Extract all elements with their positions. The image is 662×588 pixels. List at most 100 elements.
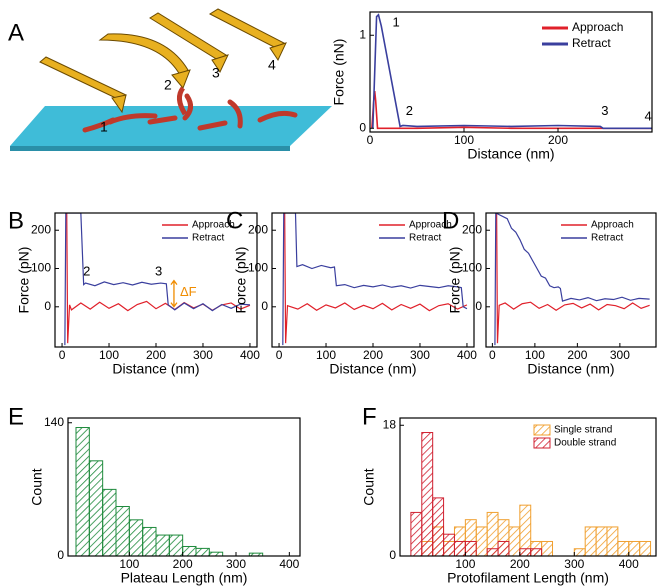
plot: [282, 213, 468, 346]
plot: [371, 13, 652, 130]
x-tick-label: 300: [193, 348, 213, 362]
x-tick-label: 300: [610, 348, 630, 362]
histogram-bar: [208, 551, 224, 556]
x-axis-label: Distance (nm): [329, 361, 416, 377]
histogram-bar: [453, 540, 466, 556]
histogram-bar: [584, 526, 597, 556]
tip-label: 4: [268, 57, 276, 73]
y-tick-label: 0: [389, 548, 396, 562]
delta-arrow: [170, 279, 178, 308]
x-tick-label: 200: [567, 348, 587, 362]
legend-label: Approach: [572, 20, 623, 34]
legend-label: Approach: [409, 220, 452, 231]
tip-label: 2: [164, 77, 172, 93]
panel-label: C: [226, 207, 243, 234]
x-tick-label: 100: [99, 348, 119, 362]
y-tick-label: 0: [261, 299, 268, 313]
x-tick-label: 200: [173, 557, 193, 571]
x-tick-label: 100: [454, 133, 474, 147]
y-axis-label: Count: [361, 468, 377, 505]
histogram-bar: [486, 548, 499, 556]
pulled-filament: [177, 86, 188, 116]
frame: [271, 212, 475, 348]
legend-label: Retract: [192, 233, 224, 244]
x-axis-label: Distance (nm): [467, 146, 554, 162]
x-tick-label: 100: [316, 348, 336, 362]
x-tick-label: 100: [525, 348, 545, 362]
histogram-bar: [595, 526, 608, 556]
legend-label: Retract: [572, 36, 611, 50]
legend-label: Retract: [409, 233, 441, 244]
histogram-bar: [155, 534, 170, 556]
trace: [496, 213, 650, 344]
annotation: 4: [644, 109, 651, 124]
y-tick-label: 200: [31, 222, 51, 236]
x-tick-label: 400: [619, 557, 639, 571]
histogram-bar: [195, 547, 210, 556]
trace: [284, 213, 468, 344]
frame: [399, 417, 657, 557]
legend-swatch: [533, 437, 551, 449]
cantilevers: [39, 8, 287, 114]
panel-label: D: [442, 207, 459, 234]
x-tick-label: 300: [226, 557, 246, 571]
tip-label: 1: [100, 119, 108, 135]
legend-label: Approach: [591, 220, 634, 231]
frame: [54, 212, 258, 348]
histogram-bar: [464, 540, 477, 556]
histogram-bar: [432, 497, 445, 556]
x-axis-label: Distance (nm): [112, 361, 199, 377]
x-tick-label: 0: [367, 133, 374, 147]
legend-label: Retract: [591, 233, 623, 244]
y-axis-label: Force (nN): [331, 39, 347, 106]
trace: [282, 213, 468, 346]
histogram-bar: [75, 427, 90, 556]
histogram-bar: [508, 526, 521, 556]
legend-label: Single strand: [554, 425, 612, 436]
x-axis-label: Plateau Length (nm): [121, 570, 248, 586]
y-tick-label: 100: [462, 261, 482, 275]
plot: [410, 432, 652, 556]
histogram-bar: [573, 548, 586, 556]
histogram-bar: [497, 540, 510, 556]
chart: 0 100 200 0 100 200 300 400 Distance (nm) Force (…: [16, 212, 260, 377]
histogram-bar: [443, 533, 455, 556]
x-tick-label: 300: [564, 557, 584, 571]
annotation: 2: [406, 103, 413, 118]
annotation: 3: [601, 103, 608, 118]
chart: 0 18 100 200 300 400 Protofilament Length (nm)…: [361, 417, 657, 586]
histogram-bar: [142, 526, 157, 556]
substrate-edge: [10, 146, 290, 151]
histogram-bar: [519, 548, 532, 556]
histogram-bar: [182, 545, 197, 556]
x-axis-label: Protofilament Length (nm): [447, 570, 609, 586]
histogram-bar: [168, 534, 184, 556]
histogram-bar: [421, 432, 434, 556]
x-tick-label: 400: [279, 557, 299, 571]
histogram-bar: [639, 540, 652, 556]
histogram-bar: [248, 552, 264, 556]
annotation: 3: [155, 263, 162, 278]
y-tick-label: 200: [462, 222, 482, 236]
x-tick-label: 400: [457, 348, 477, 362]
plot: [75, 427, 264, 556]
trace: [372, 13, 652, 130]
frame: [369, 11, 653, 133]
y-tick-label: 18: [383, 417, 397, 431]
x-tick-label: 200: [146, 348, 166, 362]
x-tick-label: 0: [276, 348, 283, 362]
substrate: [10, 106, 332, 146]
y-tick-label: 0: [359, 120, 366, 134]
filaments: [82, 93, 298, 133]
histogram-bar: [628, 540, 641, 556]
histogram-bar: [102, 488, 117, 556]
histogram-bar: [606, 526, 619, 556]
illustration: 1 2 3 4: [10, 8, 332, 151]
x-tick-label: 200: [510, 557, 530, 571]
histogram-bar: [128, 519, 144, 556]
x-tick-label: 300: [410, 348, 430, 362]
y-tick-label: 0: [57, 548, 64, 562]
annotation: 2: [83, 263, 90, 278]
plot: [494, 213, 650, 346]
